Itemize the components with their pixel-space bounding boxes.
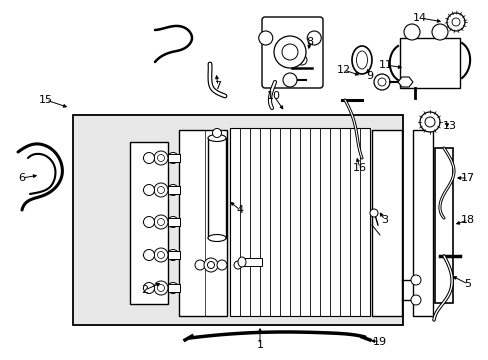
Circle shape: [419, 112, 439, 132]
Bar: [242, 258, 262, 266]
Circle shape: [431, 24, 447, 40]
Text: 18: 18: [460, 215, 474, 225]
Circle shape: [167, 216, 178, 228]
FancyBboxPatch shape: [262, 17, 323, 88]
Circle shape: [143, 216, 154, 228]
Circle shape: [143, 283, 154, 293]
Circle shape: [167, 283, 178, 293]
Circle shape: [451, 18, 459, 26]
Circle shape: [410, 295, 420, 305]
Text: 10: 10: [266, 91, 281, 101]
Circle shape: [424, 117, 434, 127]
Ellipse shape: [296, 55, 306, 65]
Text: 13: 13: [442, 121, 456, 131]
Circle shape: [143, 153, 154, 163]
Circle shape: [403, 24, 419, 40]
Bar: [73, 115, 402, 325]
Text: 5: 5: [464, 279, 470, 289]
Circle shape: [167, 185, 178, 195]
Bar: [412, 130, 432, 316]
Circle shape: [143, 249, 154, 261]
Circle shape: [143, 185, 154, 195]
Circle shape: [258, 31, 272, 45]
Circle shape: [234, 261, 242, 269]
Circle shape: [195, 260, 204, 270]
Circle shape: [154, 151, 168, 165]
Bar: [168, 284, 180, 292]
Polygon shape: [397, 77, 412, 87]
Text: 6: 6: [19, 173, 25, 183]
Circle shape: [154, 281, 168, 295]
Circle shape: [157, 154, 164, 162]
Text: 4: 4: [236, 205, 243, 215]
Bar: [207, 138, 225, 238]
Ellipse shape: [238, 257, 245, 267]
Text: 12: 12: [336, 65, 350, 75]
Circle shape: [373, 74, 389, 90]
Circle shape: [377, 78, 385, 86]
Circle shape: [207, 261, 214, 269]
Circle shape: [283, 73, 296, 87]
Circle shape: [306, 31, 321, 45]
Circle shape: [217, 260, 226, 270]
Circle shape: [446, 13, 464, 31]
Text: 17: 17: [460, 173, 474, 183]
Bar: [399, 38, 459, 88]
Circle shape: [167, 249, 178, 261]
Circle shape: [369, 209, 377, 217]
Circle shape: [154, 183, 168, 197]
Circle shape: [154, 248, 168, 262]
Circle shape: [157, 284, 164, 292]
Bar: [168, 251, 180, 259]
Circle shape: [203, 258, 218, 272]
Ellipse shape: [207, 234, 225, 242]
Circle shape: [273, 36, 305, 68]
Text: 2: 2: [141, 285, 148, 295]
Text: 8: 8: [306, 37, 313, 47]
Circle shape: [212, 129, 221, 138]
Circle shape: [282, 44, 297, 60]
Bar: [434, 148, 452, 303]
Circle shape: [167, 153, 178, 163]
Bar: [179, 130, 226, 316]
Bar: [371, 130, 401, 316]
Bar: [168, 154, 180, 162]
Bar: [130, 142, 168, 304]
Text: 14: 14: [412, 13, 426, 23]
Circle shape: [154, 215, 168, 229]
Text: 16: 16: [352, 163, 366, 173]
Bar: [168, 218, 180, 226]
Circle shape: [157, 186, 164, 194]
Circle shape: [157, 219, 164, 225]
Text: 15: 15: [39, 95, 53, 105]
Bar: [168, 186, 180, 194]
Text: 9: 9: [366, 71, 373, 81]
Ellipse shape: [351, 46, 371, 74]
Text: 19: 19: [372, 337, 386, 347]
Bar: [229, 128, 369, 316]
Ellipse shape: [291, 50, 311, 70]
Ellipse shape: [207, 135, 225, 141]
Text: 1: 1: [256, 340, 263, 350]
Ellipse shape: [356, 51, 367, 69]
Text: 3: 3: [381, 215, 387, 225]
Circle shape: [410, 275, 420, 285]
Circle shape: [157, 252, 164, 258]
Text: 7: 7: [214, 81, 221, 91]
Text: 11: 11: [378, 60, 392, 70]
